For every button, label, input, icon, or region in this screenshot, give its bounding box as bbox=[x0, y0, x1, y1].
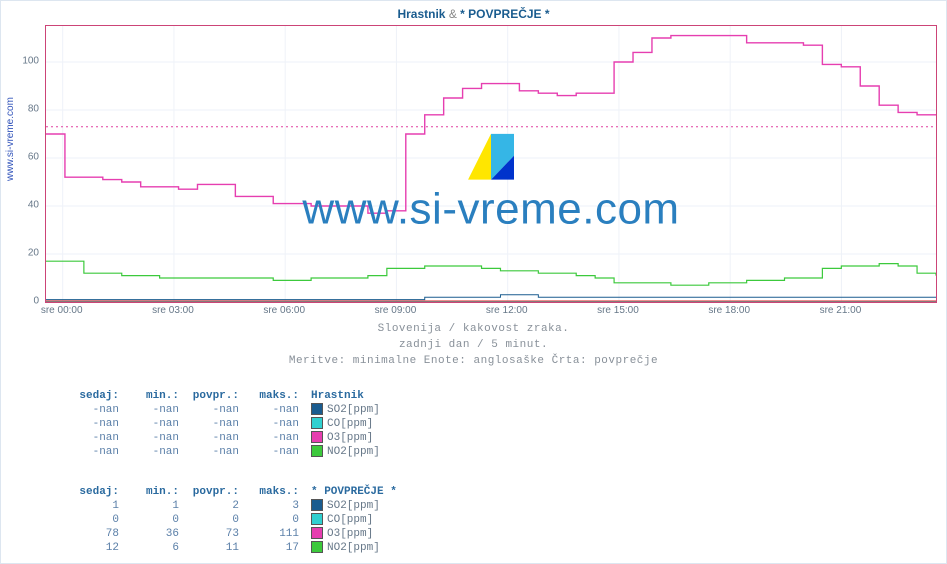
legend-block: sedaj: min.: povpr.: maks.: * POVPREČJE … bbox=[61, 485, 403, 555]
chart-title: Hrastnik & * POVPREČJE * bbox=[1, 7, 946, 21]
subtitles: Slovenija / kakovost zraka. zadnji dan /… bbox=[1, 321, 946, 369]
x-tick: sre 09:00 bbox=[375, 305, 417, 316]
x-tick: sre 21:00 bbox=[820, 305, 862, 316]
x-tick: sre 15:00 bbox=[597, 305, 639, 316]
chart-container: www.si-vreme.com Hrastnik & * POVPREČJE … bbox=[0, 0, 947, 564]
y-tick: 0 bbox=[3, 296, 39, 307]
y-axis: 020406080100 bbox=[1, 25, 41, 301]
x-tick: sre 03:00 bbox=[152, 305, 194, 316]
subtitle-3: Meritve: minimalne Enote: anglosaške Črt… bbox=[1, 353, 946, 369]
x-axis: sre 00:00sre 03:00sre 06:00sre 09:00sre … bbox=[45, 305, 935, 319]
subtitle-1: Slovenija / kakovost zraka. bbox=[1, 321, 946, 337]
y-tick: 20 bbox=[3, 248, 39, 259]
x-tick: sre 12:00 bbox=[486, 305, 528, 316]
legend-block: sedaj: min.: povpr.: maks.: Hrastnik -na… bbox=[61, 389, 403, 459]
y-tick: 40 bbox=[3, 200, 39, 211]
y-tick: 100 bbox=[3, 56, 39, 67]
title-avg: * POVPREČJE * bbox=[460, 7, 549, 21]
chart-svg bbox=[46, 26, 936, 302]
title-location: Hrastnik bbox=[397, 7, 445, 21]
x-tick: sre 00:00 bbox=[41, 305, 83, 316]
x-tick: sre 18:00 bbox=[708, 305, 750, 316]
x-tick: sre 06:00 bbox=[263, 305, 305, 316]
title-amp: & bbox=[449, 7, 457, 21]
y-tick: 60 bbox=[3, 152, 39, 163]
y-tick: 80 bbox=[3, 104, 39, 115]
subtitle-2: zadnji dan / 5 minut. bbox=[1, 337, 946, 353]
plot-area: www.si-vreme.com bbox=[45, 25, 937, 303]
